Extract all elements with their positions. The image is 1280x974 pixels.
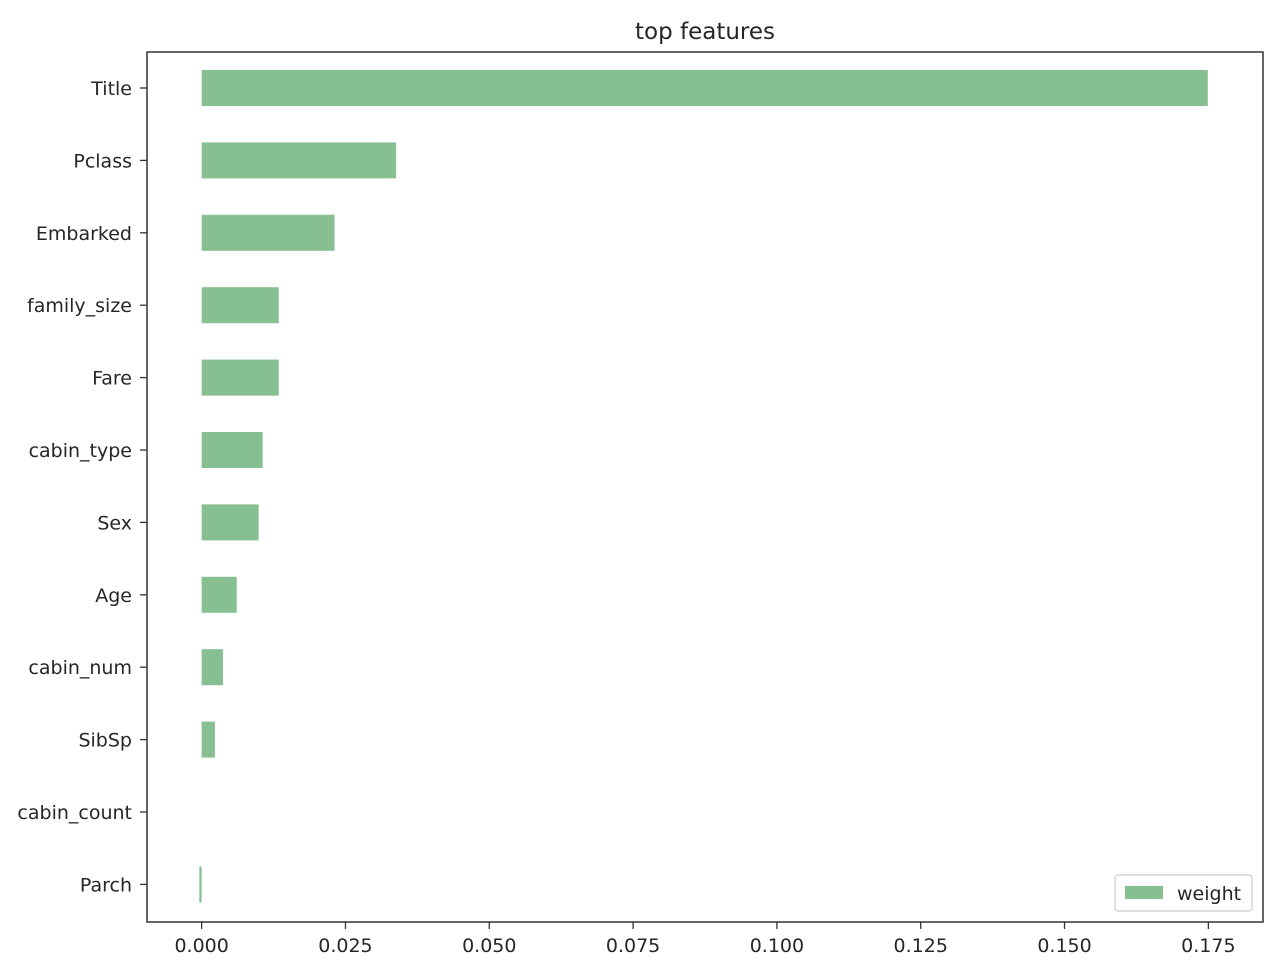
y-tick-label: Embarked	[36, 223, 132, 245]
bar-Embarked	[201, 214, 335, 251]
bar-family_size	[201, 287, 279, 324]
plot-frame	[146, 51, 1264, 923]
legend-box	[1114, 874, 1253, 912]
legend: weight	[1114, 874, 1253, 912]
y-tick-label: Parch	[80, 874, 132, 896]
bar-Age	[201, 576, 237, 613]
x-tick-label: 0.000	[174, 935, 228, 957]
bars-group	[199, 70, 1208, 903]
y-tick-label: family_size	[27, 295, 132, 317]
y-tick-label: Sex	[97, 512, 132, 534]
y-tick-label: Fare	[92, 368, 132, 390]
bar-Fare	[201, 359, 279, 396]
chart-title: top features	[635, 19, 775, 45]
bar-Title	[201, 70, 1208, 106]
x-tick-label: 0.050	[462, 935, 516, 957]
bar-cabin_type	[201, 432, 263, 468]
x-tick-label: 0.100	[750, 935, 804, 957]
bar-Parch	[199, 866, 202, 903]
legend-label: weight	[1177, 883, 1241, 905]
y-tick-label: SibSp	[78, 730, 132, 752]
x-tick-label: 0.075	[606, 935, 660, 957]
y-tick-label: Title	[90, 78, 132, 100]
y-tick-label: cabin_type	[29, 440, 132, 462]
y-axis-ticks: Title Pclass Embarked family_size Fare cabin_…	[17, 78, 147, 896]
bar-Pclass	[201, 142, 397, 179]
y-tick-label: Age	[95, 585, 132, 607]
x-axis-ticks: 0.000 0.025 0.050 0.075 0.100 0.125 0.150 0.175	[174, 922, 1236, 957]
bar-Sex	[201, 504, 259, 541]
y-tick-label: cabin_count	[17, 802, 132, 824]
y-tick-label: cabin_num	[28, 657, 132, 679]
legend-swatch	[1125, 886, 1163, 899]
x-tick-label: 0.175	[1181, 935, 1235, 957]
x-tick-label: 0.025	[318, 935, 372, 957]
x-tick-label: 0.125	[894, 935, 948, 957]
bar-cabin_num	[201, 649, 223, 686]
y-tick-label: Pclass	[73, 150, 132, 172]
x-tick-label: 0.150	[1037, 935, 1091, 957]
bar-SibSp	[201, 721, 215, 758]
